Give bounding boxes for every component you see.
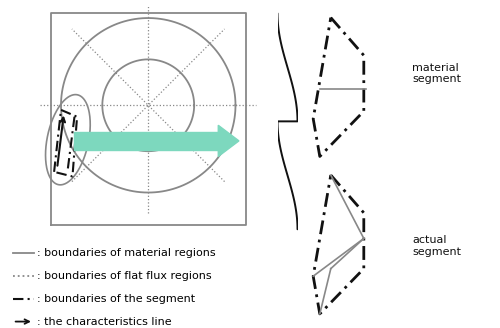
Text: actual
segment: actual segment — [412, 235, 461, 257]
Text: : boundaries of material regions: : boundaries of material regions — [36, 248, 215, 258]
Text: material
segment: material segment — [412, 63, 461, 84]
Text: : boundaries of flat flux regions: : boundaries of flat flux regions — [36, 271, 211, 281]
Text: : the characteristics line: : the characteristics line — [36, 317, 171, 327]
Polygon shape — [218, 125, 239, 156]
Text: : boundaries of the segment: : boundaries of the segment — [36, 294, 194, 304]
